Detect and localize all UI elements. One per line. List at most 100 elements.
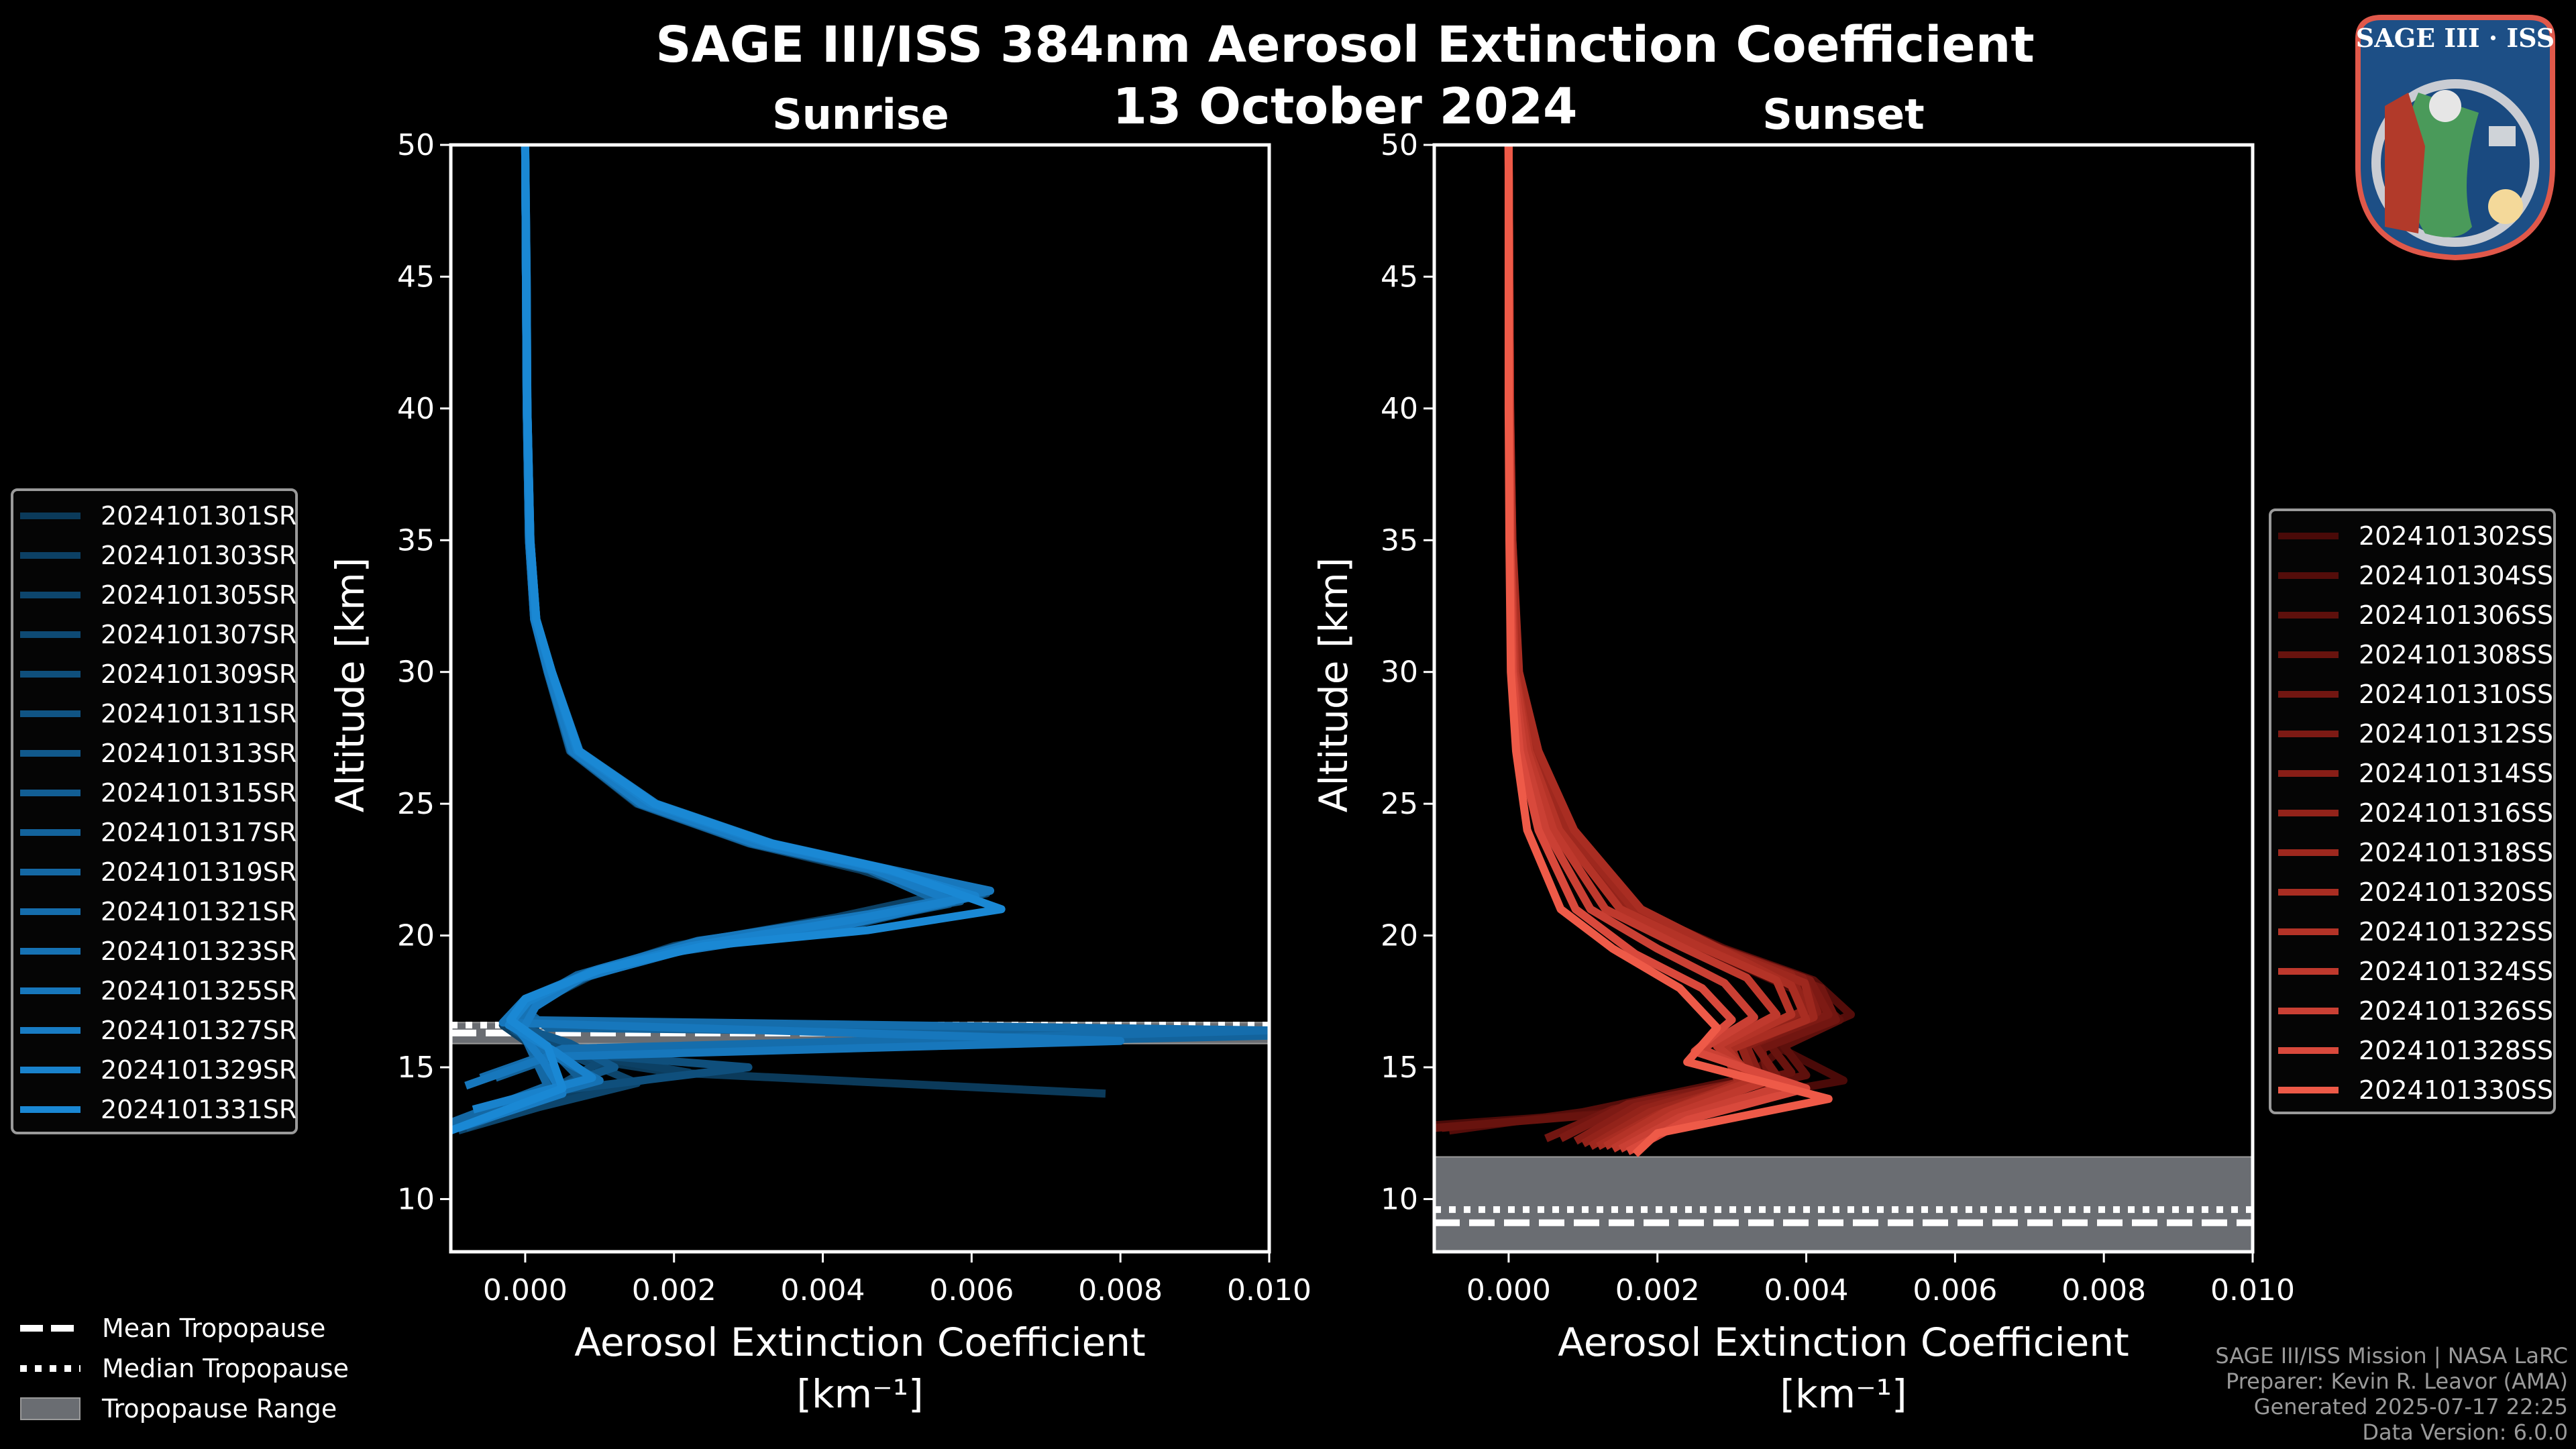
legend-label: 2024101318SS xyxy=(2359,838,2554,867)
series-line-2024101321SR xyxy=(479,145,1269,1082)
legend-item: 2024101309SR xyxy=(13,657,297,691)
legend-swatch xyxy=(20,1067,80,1073)
sunset-panel-title: Sunset xyxy=(1762,90,1925,139)
credit-preparer: Preparer: Kevin R. Leavor (AMA) xyxy=(2225,1368,2568,1394)
legend-label: 2024101331SR xyxy=(101,1095,297,1124)
legend-item: 2024101328SS xyxy=(2271,1034,2553,1067)
legend-swatch xyxy=(20,948,80,955)
legend-swatch xyxy=(20,790,80,796)
legend-label: Tropopause Range xyxy=(102,1394,337,1424)
tropopause-range-band xyxy=(1434,1156,2253,1252)
figure-title: SAGE III/ISS 384nm Aerosol Extinction Co… xyxy=(655,16,2035,74)
legend-item: 2024101323SR xyxy=(13,934,297,968)
legend-item: 2024101302SS xyxy=(2271,519,2553,553)
logo-title: SAGE III · ISS xyxy=(2356,23,2555,53)
legend-item: 2024101329SR xyxy=(13,1053,297,1087)
legend-swatch xyxy=(20,671,80,678)
legend-item: 2024101316SS xyxy=(2271,796,2553,830)
legend-item: 2024101324SS xyxy=(2271,955,2553,988)
series-line-2024101308SS xyxy=(1434,145,1825,1132)
y-tick-label: 25 xyxy=(397,787,435,821)
y-tick-label: 15 xyxy=(1381,1051,1418,1085)
legend-item: 2024101307SR xyxy=(13,618,297,651)
legend-label: 2024101329SR xyxy=(101,1055,297,1085)
y-tick-label: 10 xyxy=(397,1182,435,1216)
legend-item: 2024101308SS xyxy=(2271,638,2553,672)
x-tick-label: 0.006 xyxy=(929,1273,1014,1307)
legend-swatch xyxy=(2278,572,2339,579)
legend-swatch xyxy=(2278,889,2339,896)
legend-swatch xyxy=(20,750,80,757)
dashed-line-icon xyxy=(20,1325,80,1332)
series-line-2024101309SR xyxy=(471,145,969,1124)
sunrise-plot: 0.000 0.002 0.004 0.006 0.008 0.010 10 15 20 25 30… xyxy=(327,128,1311,1417)
x-tick-label: 0.010 xyxy=(2210,1273,2295,1307)
x-tick-label: 0.008 xyxy=(2061,1273,2146,1307)
series-line-2024101307SR xyxy=(479,145,991,1119)
legend-item: 2024101311SR xyxy=(13,697,297,731)
legend-label: 2024101317SR xyxy=(101,818,297,847)
legend-label: 2024101309SR xyxy=(101,659,297,689)
legend-item: 2024101310SS xyxy=(2271,678,2553,711)
legend-label: 2024101305SR xyxy=(101,580,297,610)
y-tick-label: 45 xyxy=(1381,260,1418,294)
legend-label: 2024101303SR xyxy=(101,541,297,570)
y-axis-label: Altitude [km] xyxy=(327,557,373,812)
legend-swatch xyxy=(2278,612,2339,619)
legend-swatch xyxy=(20,1106,80,1113)
sunrise-plot-area xyxy=(451,145,1269,1135)
x-tick-label: 0.000 xyxy=(1466,1273,1551,1307)
series-line-2024101322SS xyxy=(1504,145,1796,1150)
series-line-2024101326SS xyxy=(1504,145,1788,1153)
legend-label: 2024101316SS xyxy=(2359,798,2554,828)
legend-item: 2024101314SS xyxy=(2271,757,2553,790)
legend-item: 2024101317SR xyxy=(13,816,297,849)
legend-label: 2024101320SS xyxy=(2359,877,2554,907)
tropopause-legend: Mean Tropopause Median Tropopause Tropop… xyxy=(20,1308,349,1429)
legend-swatch xyxy=(20,710,80,717)
x-tick-label: 0.002 xyxy=(632,1273,716,1307)
legend-swatch xyxy=(2278,928,2339,935)
legend-swatch xyxy=(2278,1047,2339,1054)
legend-label: 2024101307SR xyxy=(101,620,297,649)
legend-item: 2024101319SR xyxy=(13,855,297,889)
legend-label: 2024101313SR xyxy=(101,739,297,768)
legend-label: 2024101308SS xyxy=(2359,640,2554,669)
legend-label: 2024101315SR xyxy=(101,778,297,808)
range-swatch-icon xyxy=(20,1397,80,1420)
mission-patch-icon: SAGE III · ISS xyxy=(2355,15,2555,261)
series-line-2024101315SR xyxy=(486,145,965,1116)
legend-label: 2024101321SR xyxy=(101,897,297,926)
series-line-2024101318SS xyxy=(1504,145,1818,1150)
legend-label: 2024101328SS xyxy=(2359,1036,2554,1065)
sunrise-legend: 2024101301SR 2024101303SR 2024101305SR 2024… xyxy=(11,488,298,1134)
legend-label: 2024101322SS xyxy=(2359,917,2554,947)
legend-label: 2024101312SS xyxy=(2359,719,2554,749)
legend-swatch xyxy=(20,513,80,519)
legend-item: 2024101321SR xyxy=(13,895,297,928)
sunset-plot: 0.000 0.002 0.004 0.006 0.008 0.010 10 15 20 25 30… xyxy=(1311,128,2295,1417)
x-tick-label: 0.004 xyxy=(1764,1273,1849,1307)
y-tick-label: 40 xyxy=(1381,392,1418,426)
sunrise-panel-title: Sunrise xyxy=(772,90,949,139)
series-line-2024101327SR xyxy=(457,145,957,1132)
x-axis-label: Aerosol Extinction Coefficient xyxy=(574,1320,1146,1365)
legend-item: 2024101330SS xyxy=(2271,1073,2553,1107)
sunrise-axes-frame xyxy=(449,143,1271,1254)
legend-swatch xyxy=(20,869,80,875)
y-tick-label: 35 xyxy=(397,523,435,557)
legend-swatch xyxy=(2278,1087,2339,1093)
y-tick-label: 35 xyxy=(1381,523,1418,557)
figure-date: 13 October 2024 xyxy=(1112,78,1578,136)
sunset-legend: 2024101302SS 2024101304SS 2024101306SS 2024… xyxy=(2269,508,2556,1114)
legend-swatch xyxy=(20,987,80,994)
legend-swatch xyxy=(2278,533,2339,539)
legend-label: 2024101302SS xyxy=(2359,521,2554,551)
y-tick-label: 30 xyxy=(397,655,435,690)
legend-item: 2024101325SR xyxy=(13,974,297,1008)
legend-label: 2024101304SS xyxy=(2359,561,2554,590)
legend-label: Mean Tropopause xyxy=(102,1313,326,1343)
legend-item: 2024101301SR xyxy=(13,499,297,533)
y-tick-label: 15 xyxy=(397,1051,435,1085)
legend-item: 2024101315SR xyxy=(13,776,297,810)
